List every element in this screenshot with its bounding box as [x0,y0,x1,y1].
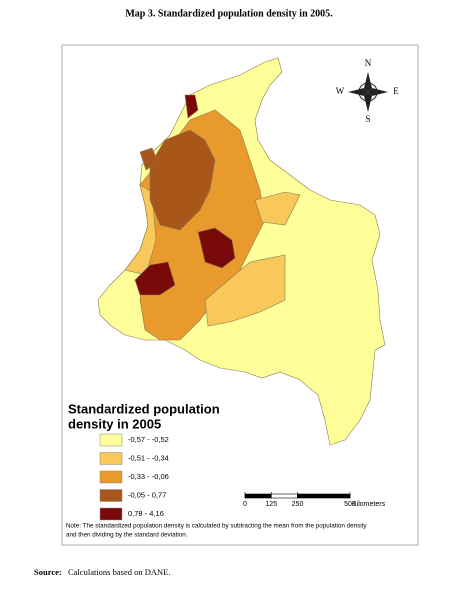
scale-segment [297,493,351,499]
region [204,254,286,327]
legend-title: density in 2005 [68,416,161,431]
legend-label: -0,05 - 0,77 [128,490,166,499]
scale-unit: Kilometers [352,501,386,508]
scale-label: 0 [243,501,247,508]
legend-label: -0,57 - -0,52 [128,435,169,444]
legend-swatch [99,489,123,502]
scale-label: 250 [292,501,304,508]
legend-swatch [99,433,123,447]
title: Map 3. Standardized population density i… [125,8,333,19]
legend-label: -0,51 - -0,34 [128,453,169,462]
compass: N S W E [336,58,400,124]
note: Note: The standardized population densit… [66,523,367,530]
legend-swatch [99,507,123,521]
legend-swatch [99,452,123,465]
frame [61,44,419,546]
legend-label: -0,33 - -0,06 [128,472,169,481]
scale-segment [244,493,272,499]
legend-label: 0,78 - 4,16 [128,509,164,518]
legend-swatch [99,470,123,484]
region [124,184,157,276]
region [134,261,176,296]
legend-title: Standardized population [68,401,220,416]
compass-label: E [393,86,399,96]
compass-label: W [336,86,345,96]
note: and then dividing by the standard deviat… [66,532,188,539]
compass-label: N [365,58,372,68]
source-label: Source: [34,567,62,577]
region [149,129,216,231]
region [197,227,236,269]
region [184,94,199,119]
source-text: Calculations based on DANE. [68,567,170,577]
map [97,57,386,446]
region [254,191,301,226]
scale-label: 125 [265,501,277,508]
region [139,147,159,171]
compass-label: S [365,114,370,124]
scale-segment [270,493,298,499]
scale-label: 500 [344,501,356,508]
